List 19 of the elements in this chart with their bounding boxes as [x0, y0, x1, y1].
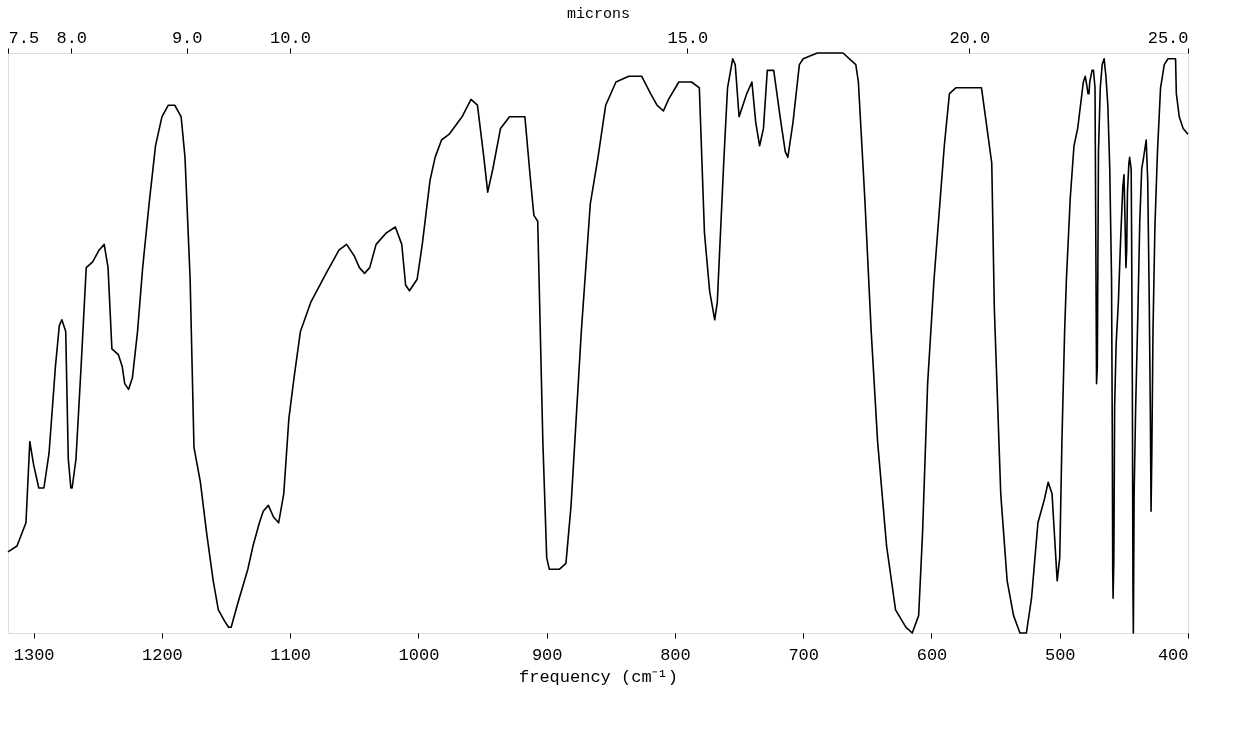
- x2-tick-label: 10.0: [270, 28, 311, 48]
- x-tick-label: 500: [1044, 645, 1076, 665]
- x2-tick-label: 9.0: [171, 28, 203, 48]
- x2-axis-title: microns: [566, 5, 631, 23]
- x2-tick-label: 15.0: [667, 28, 709, 48]
- x-tick-label: 1000: [398, 645, 440, 665]
- x-tick-label: 1300: [13, 645, 55, 665]
- x-tick-label: 1200: [142, 645, 183, 665]
- x-tick-label: 900: [531, 645, 563, 665]
- x2-tick-label: 25.0: [1147, 28, 1189, 48]
- x-tick-label: 1100: [270, 645, 312, 665]
- x-tick-label: 400: [1157, 645, 1189, 665]
- x-tick-label: 700: [788, 645, 820, 665]
- x-tick-label: 600: [916, 645, 948, 665]
- x2-tick-label: 8.0: [56, 28, 88, 48]
- x2-tick-label: 7.5: [8, 28, 40, 48]
- x2-tick-label: 20.0: [949, 28, 991, 48]
- x-axis-title: frequency (cm⁻¹): [518, 667, 679, 687]
- x-tick-label: 800: [660, 645, 691, 665]
